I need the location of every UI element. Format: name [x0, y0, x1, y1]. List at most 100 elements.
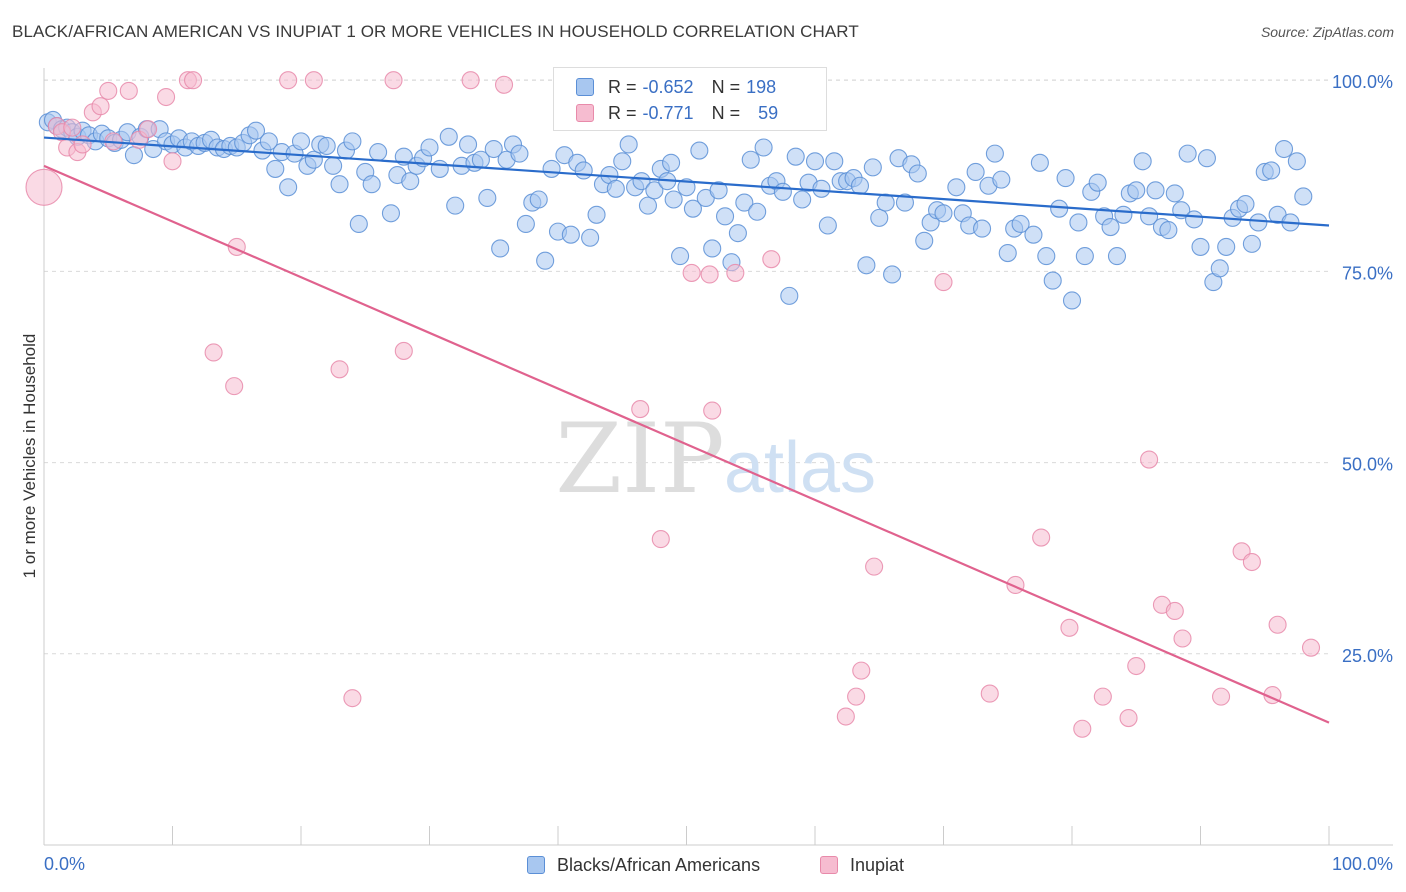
point-blacks: [671, 247, 690, 266]
point-blacks: [510, 144, 529, 163]
blue-swatch: [527, 856, 545, 874]
point-blacks: [1133, 152, 1152, 171]
point-blacks: [1242, 234, 1261, 253]
point-blacks: [343, 132, 362, 151]
point-inupiat: [836, 707, 855, 726]
r-value: -0.652: [642, 76, 694, 97]
point-blacks: [1165, 184, 1184, 203]
point-inupiat: [73, 135, 92, 154]
point-blacks: [606, 179, 625, 198]
point-inupiat: [631, 400, 650, 419]
point-blacks: [786, 147, 805, 166]
point-blacks: [1088, 173, 1107, 192]
point-blacks: [369, 143, 388, 162]
point-inupiat: [279, 71, 298, 90]
point-blacks: [1101, 217, 1120, 237]
point-blacks: [266, 159, 285, 178]
point-blacks: [735, 193, 754, 212]
point-inupiat: [1301, 638, 1321, 657]
trend-lines: [43, 136, 1330, 724]
point-blacks: [966, 162, 985, 182]
stats-legend: R = -0.652 N = 198 R = -0.771 N = 59: [553, 67, 827, 131]
watermark-zip: ZIP: [555, 403, 724, 515]
point-blacks: [1191, 237, 1210, 256]
r-label: R =: [608, 76, 637, 97]
point-blacks: [349, 214, 368, 234]
point-blacks: [1043, 271, 1062, 290]
point-blacks: [748, 202, 767, 221]
point-blacks: [793, 190, 812, 209]
point-blacks: [638, 196, 658, 215]
x-tick-label: 0.0%: [44, 854, 85, 874]
stats-row-inupiat: R = -0.771 N = 59: [576, 101, 778, 125]
point-blacks: [1024, 225, 1043, 244]
point-inupiat: [700, 265, 719, 284]
chart-source: Source: ZipAtlas.com: [1260, 24, 1394, 40]
chart-title: BLACK/AFRICAN AMERICAN VS INUPIAT 1 OR M…: [12, 22, 859, 41]
point-blacks: [1159, 221, 1178, 240]
legend-item-inupiat[interactable]: Inupiat: [820, 852, 904, 878]
stats-row-blacks: R = -0.652 N = 198: [576, 75, 776, 99]
point-blacks: [773, 182, 792, 201]
point-blacks: [728, 224, 747, 243]
point-blacks: [401, 172, 420, 191]
point-inupiat: [343, 689, 362, 708]
point-inupiat: [847, 687, 866, 706]
point-inupiat: [1032, 528, 1051, 547]
point-blacks: [561, 225, 580, 244]
tick-labels: 25.0% 50.0% 75.0% 100.0% 0.0% 100.0%: [44, 72, 1393, 874]
point-blacks: [1011, 214, 1030, 234]
point-blacks: [446, 196, 465, 215]
point-blacks: [985, 144, 1004, 163]
legend-label: Blacks/African Americans: [557, 854, 761, 875]
point-inupiat: [25, 168, 63, 206]
point-blacks: [1197, 149, 1216, 168]
point-inupiat: [1242, 552, 1261, 572]
point-blacks: [279, 178, 298, 197]
point-blacks: [1274, 139, 1294, 159]
point-inupiat: [1073, 719, 1092, 738]
point-blacks: [529, 190, 548, 209]
point-blacks: [1294, 187, 1313, 206]
point-inupiat: [91, 97, 110, 116]
legend-label: Inupiat: [850, 854, 905, 875]
point-blacks: [574, 161, 593, 180]
point-blacks: [908, 164, 927, 183]
r-label: R =: [608, 102, 637, 123]
point-inupiat: [163, 152, 182, 171]
point-blacks: [430, 159, 449, 178]
point-inupiat: [682, 263, 701, 282]
point-blacks: [324, 156, 343, 175]
point-blacks: [1249, 213, 1268, 232]
point-inupiat: [651, 530, 670, 549]
point-blacks: [915, 231, 934, 250]
n-label: N =: [711, 102, 741, 123]
y-tick-label: 25.0%: [1342, 646, 1393, 666]
point-inupiat: [726, 263, 745, 282]
point-blacks: [1262, 161, 1281, 180]
legend-item-blacks[interactable]: Blacks/African Americans: [527, 852, 760, 878]
y-axis-label: 1 or more Vehicles in Household: [20, 333, 39, 579]
point-inupiat: [204, 343, 223, 362]
point-blacks: [662, 153, 681, 172]
point-blacks: [124, 146, 143, 165]
point-inupiat: [63, 118, 82, 137]
point-inupiat: [225, 377, 244, 396]
point-blacks: [1217, 237, 1236, 256]
point-inupiat: [1127, 656, 1146, 676]
point-blacks: [883, 265, 902, 284]
point-inupiat: [184, 71, 203, 90]
point-blacks: [863, 158, 882, 177]
point-inupiat: [865, 557, 884, 576]
point-inupiat: [99, 81, 118, 100]
point-inupiat: [980, 684, 999, 703]
point-blacks: [992, 170, 1011, 189]
series-legend: Blacks/African Americans Inupiat: [0, 852, 1406, 878]
point-blacks: [709, 181, 728, 200]
point-blacks: [1062, 291, 1082, 310]
point-blacks: [715, 207, 735, 226]
point-blacks: [683, 199, 702, 218]
point-inupiat: [461, 71, 480, 90]
point-blacks: [754, 138, 773, 157]
point-inupiat: [394, 341, 413, 360]
